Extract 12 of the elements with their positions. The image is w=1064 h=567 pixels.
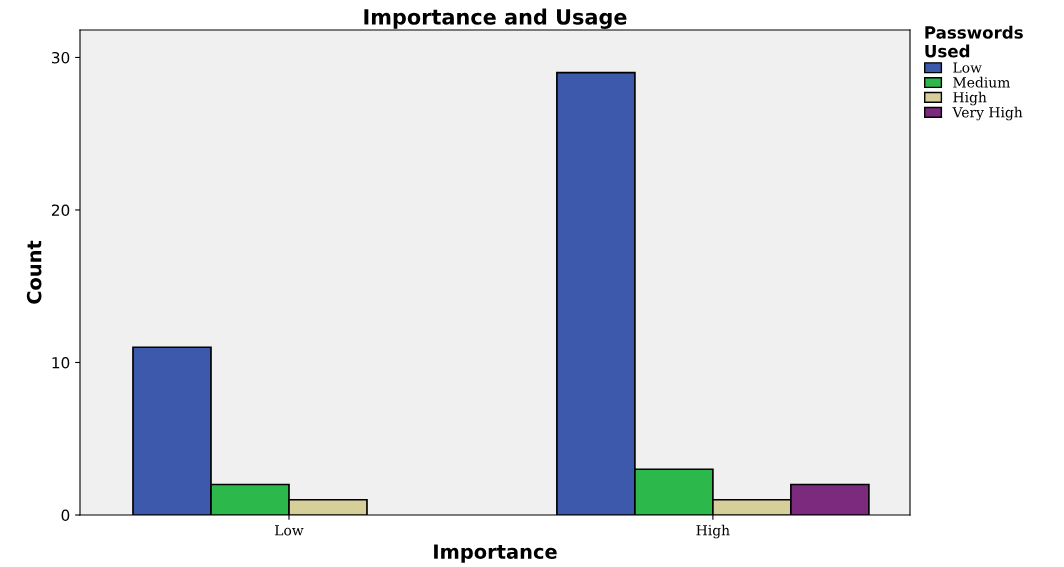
legend-label: Very High bbox=[952, 106, 1023, 121]
y-tick-label: 10 bbox=[52, 356, 70, 369]
y-tick-label: 30 bbox=[52, 51, 70, 64]
y-tick-label: 0 bbox=[61, 509, 70, 522]
legend-label: Medium bbox=[953, 76, 1011, 88]
y-tick-label: 20 bbox=[51, 204, 70, 216]
legend-label: High bbox=[953, 91, 987, 106]
legend-title: Passwords Used bbox=[925, 25, 1023, 58]
legend-label: Low bbox=[953, 62, 982, 73]
x-axis-title: Importance bbox=[434, 544, 557, 563]
chart-title: Importance and Usage bbox=[364, 8, 627, 29]
y-axis-title: Count bbox=[26, 240, 42, 304]
